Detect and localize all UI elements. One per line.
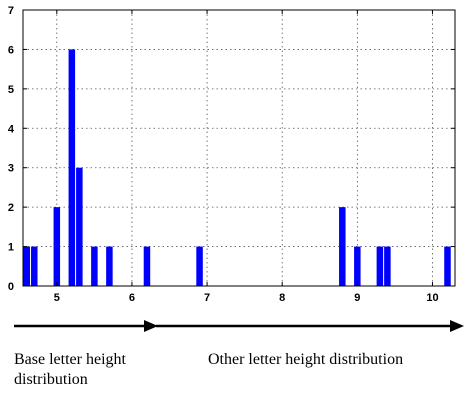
- base-arrow-head: [144, 320, 158, 332]
- plot-frame: [22, 9, 456, 287]
- y-tick-label: 0: [8, 281, 14, 293]
- histogram-bar: [384, 246, 391, 286]
- histogram-bar: [53, 207, 61, 286]
- y-tick-label: 3: [8, 163, 14, 175]
- histogram-bar: [339, 207, 346, 286]
- y-tick-label: 1: [8, 242, 14, 254]
- tick-marks: [23, 9, 455, 287]
- other-letter-height-caption: Other letter height distribution: [208, 351, 404, 368]
- tick-labels: 5 6 7 8 9 10 0 1 2 3 4 5 6 7: [8, 5, 439, 304]
- histogram-bar: [143, 246, 151, 286]
- grid-lines: [23, 10, 455, 286]
- histogram-bar: [444, 246, 451, 286]
- x-tick-label: 10: [426, 292, 438, 304]
- x-tick-label: 5: [54, 292, 60, 304]
- base-letter-height-caption: Base letter height distribution: [14, 351, 126, 388]
- x-tick-label: 7: [204, 292, 210, 304]
- x-tick-label: 8: [279, 292, 285, 304]
- histogram-bar: [376, 246, 384, 286]
- histogram-bar: [91, 246, 98, 286]
- y-tick-label: 5: [8, 84, 14, 96]
- y-tick-label: 6: [8, 44, 14, 56]
- histogram-bar: [76, 167, 83, 286]
- y-tick-label: 2: [8, 202, 14, 214]
- histogram-bar: [106, 246, 113, 286]
- histogram-bar: [31, 246, 38, 286]
- bars: [23, 49, 451, 286]
- histogram-bar: [23, 246, 31, 286]
- x-tick-label: 6: [129, 292, 135, 304]
- x-tick-label: 9: [354, 292, 360, 304]
- other-arrow-head: [450, 320, 464, 332]
- y-tick-label: 4: [8, 123, 15, 135]
- histogram-bar: [68, 49, 76, 286]
- y-tick-label: 7: [8, 5, 14, 17]
- histogram-bar: [354, 246, 361, 286]
- histogram-bar: [196, 246, 203, 286]
